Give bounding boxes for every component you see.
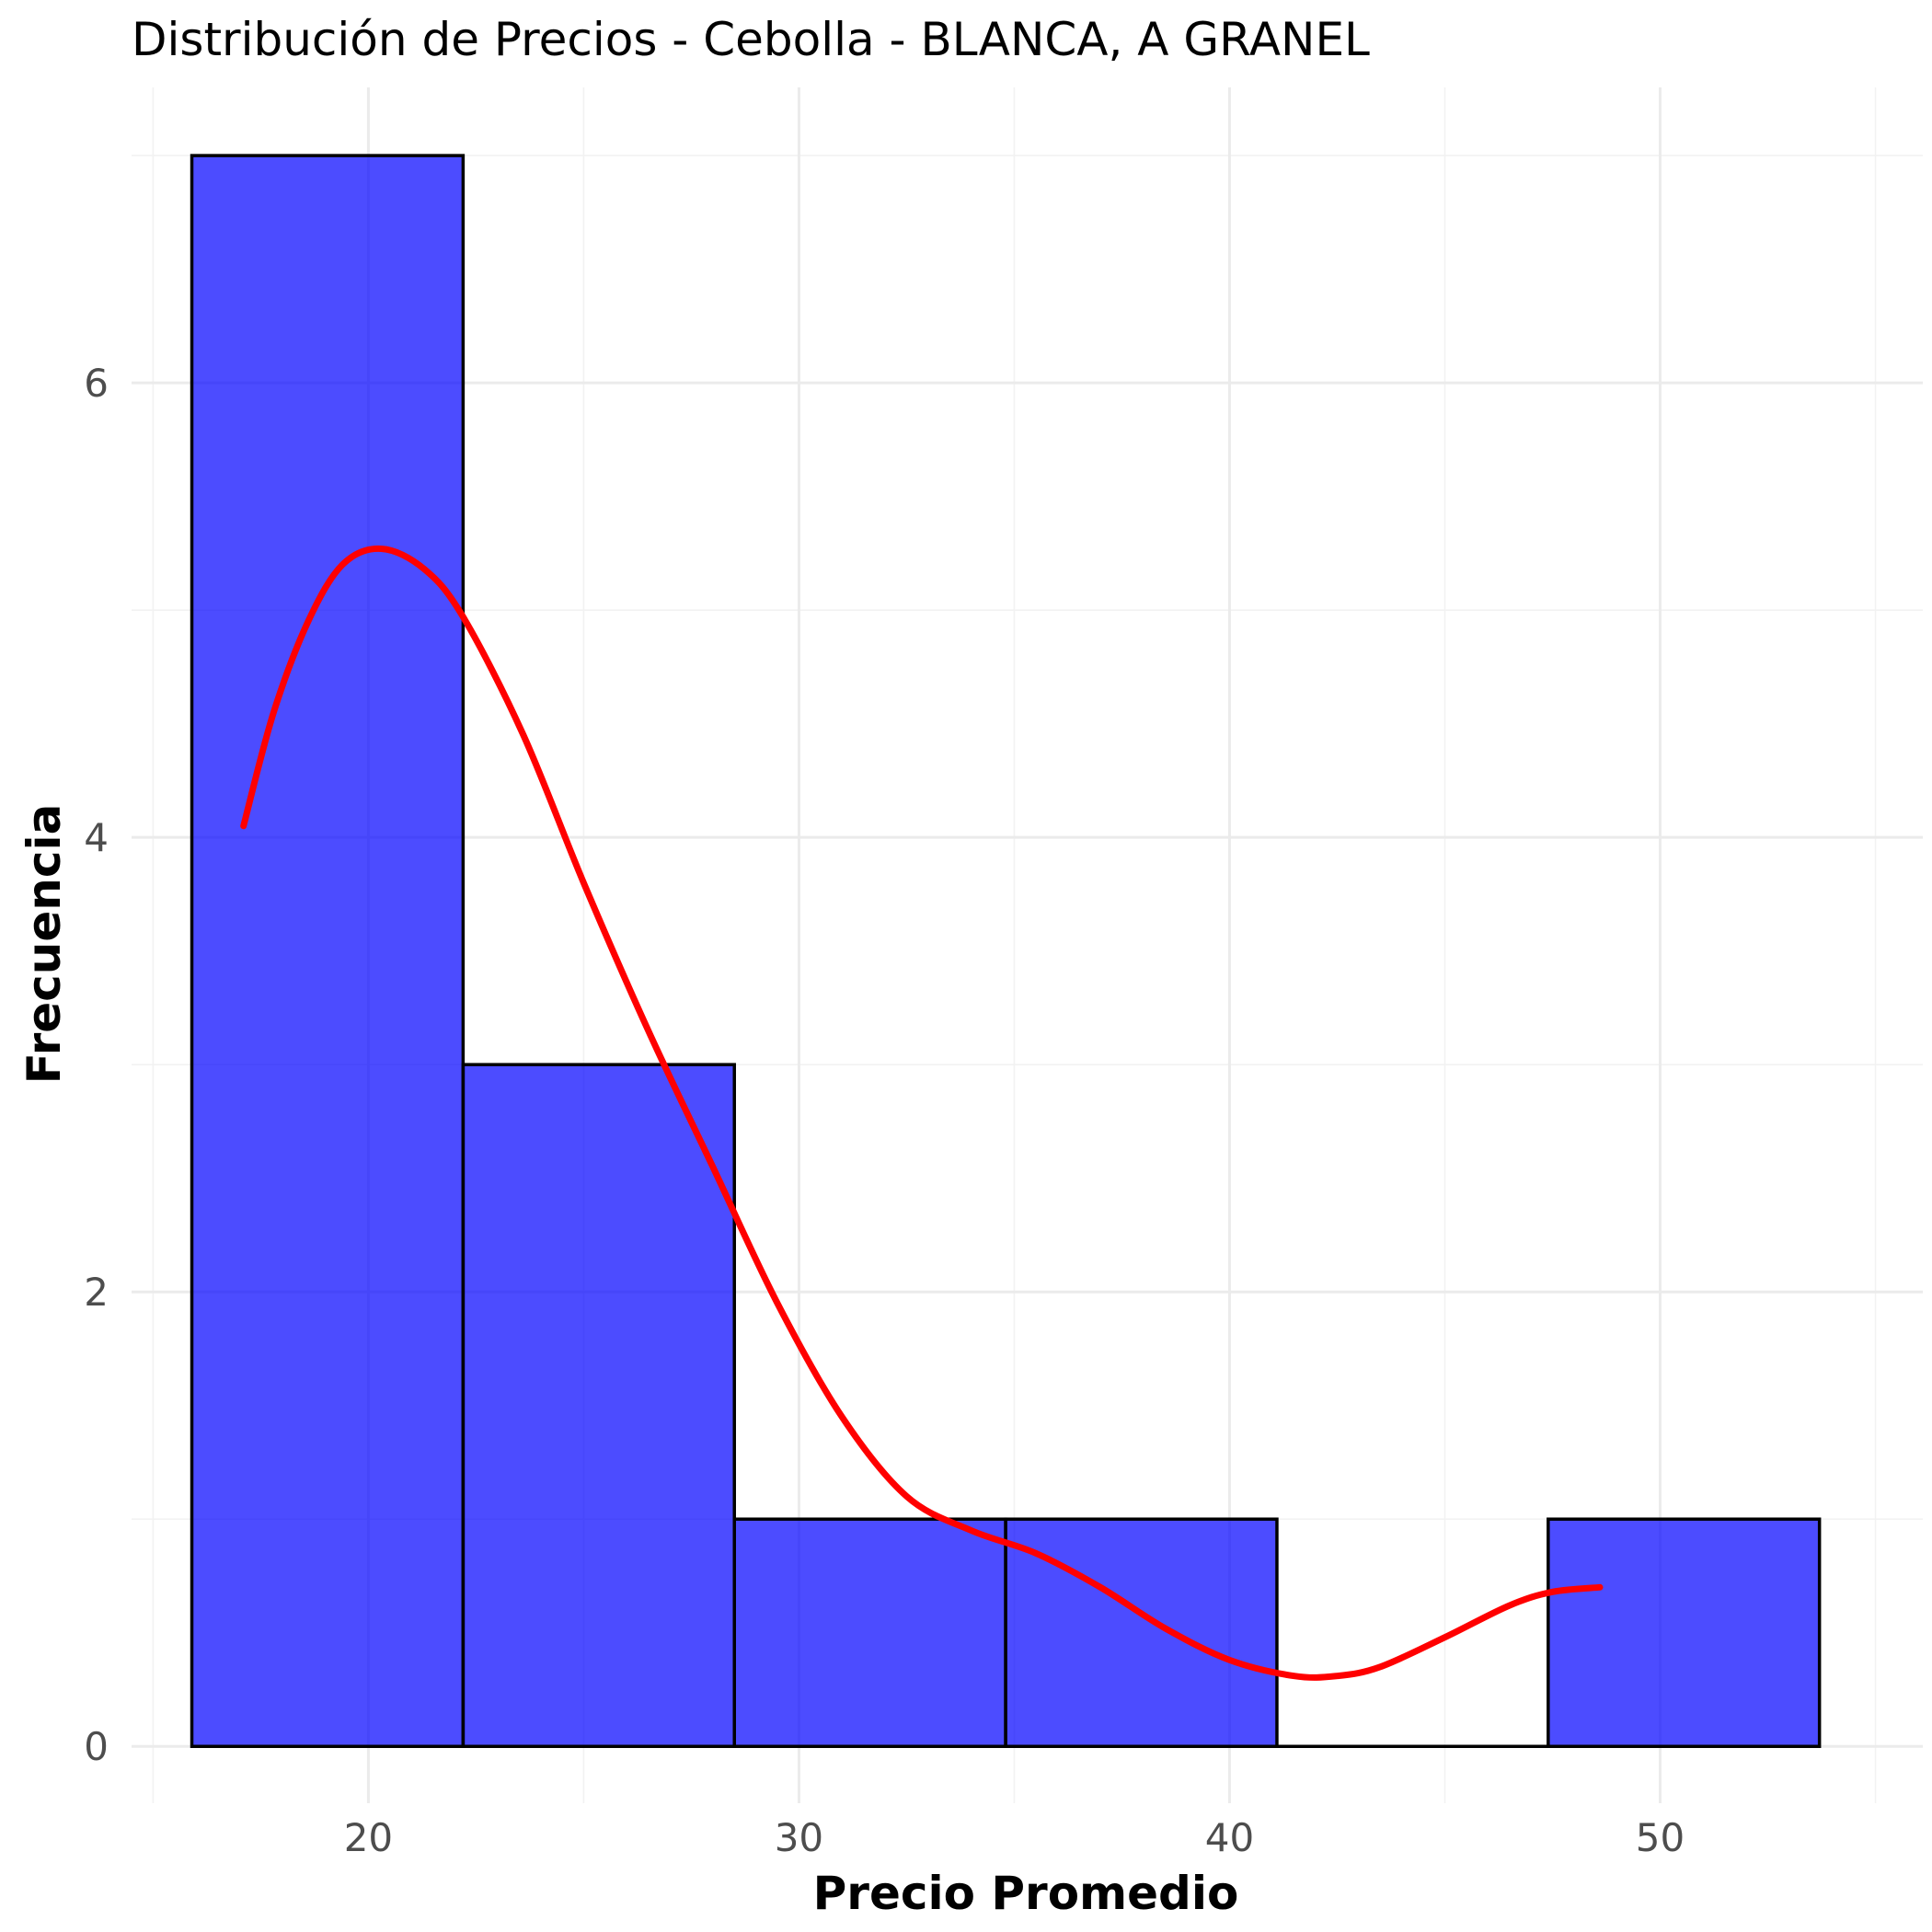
chart-title: Distribución de Precios - Cebolla - BLAN… (132, 13, 1370, 66)
y-tick-label: 6 (84, 361, 109, 406)
y-tick-label: 4 (84, 815, 109, 860)
x-axis-title: Precio Promedio (813, 1867, 1239, 1920)
y-tick-label: 2 (84, 1270, 109, 1315)
x-tick-label: 40 (1205, 1815, 1254, 1860)
histogram-bar (461, 1063, 736, 1748)
y-tick-label: 0 (84, 1724, 109, 1769)
density-curve-layer (240, 545, 1604, 1681)
histogram-bar (1004, 1517, 1279, 1748)
density-curve (240, 545, 1604, 1681)
histogram-bar (732, 1517, 1007, 1748)
x-tick-label: 30 (775, 1815, 823, 1860)
x-axis-ticks: 20 30 40 50 (344, 1815, 1685, 1860)
y-axis-title: Frecuencia (17, 804, 71, 1085)
histogram-bar (190, 154, 466, 1748)
y-axis-ticks: 0 2 4 6 (84, 361, 109, 1769)
x-tick-label: 20 (344, 1815, 393, 1860)
histogram-bar (1547, 1517, 1822, 1748)
x-tick-label: 50 (1636, 1815, 1685, 1860)
histogram-bars (190, 154, 1822, 1748)
